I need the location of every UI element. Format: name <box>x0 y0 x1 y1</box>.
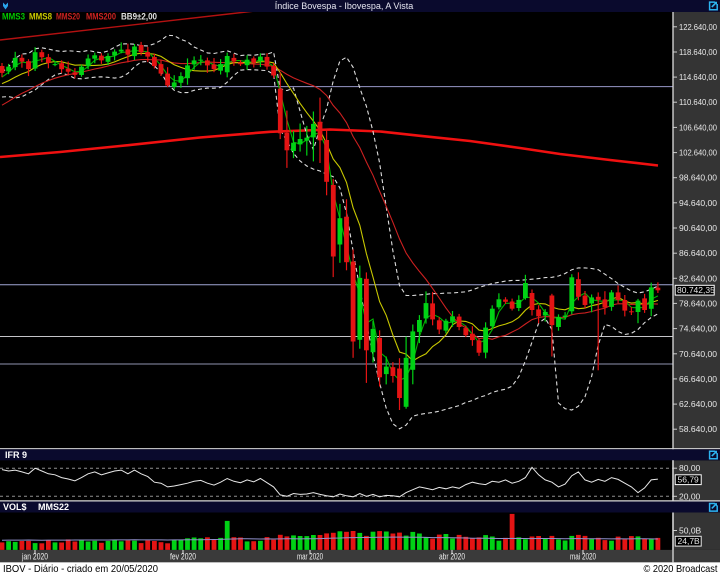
svg-text:VOL$: VOL$ <box>3 502 27 512</box>
svg-text:IBOV - Diário - criado em 20/0: IBOV - Diário - criado em 20/05/2020 <box>3 563 158 575</box>
svg-text:20,00: 20,00 <box>679 491 701 501</box>
svg-text:MMS200: MMS200 <box>86 12 116 23</box>
svg-text:IFR 9: IFR 9 <box>5 450 27 460</box>
svg-text:98.640,00: 98.640,00 <box>679 173 717 183</box>
svg-text:fev 2020: fev 2020 <box>170 552 196 562</box>
svg-text:mai 2020: mai 2020 <box>570 552 596 562</box>
svg-text:MMS20: MMS20 <box>56 12 80 23</box>
svg-text:MMS22: MMS22 <box>38 502 69 512</box>
svg-text:58.640,00: 58.640,00 <box>679 424 717 434</box>
svg-text:jan 2020: jan 2020 <box>21 552 48 562</box>
svg-text:106.640,00: 106.640,00 <box>679 122 717 132</box>
svg-text:66.640,00: 66.640,00 <box>679 374 717 384</box>
svg-text:MMS8: MMS8 <box>29 12 52 23</box>
svg-text:102.640,00: 102.640,00 <box>679 148 717 158</box>
svg-text:74.640,00: 74.640,00 <box>679 324 717 334</box>
svg-text:abr 2020: abr 2020 <box>439 552 465 562</box>
svg-text:90.640,00: 90.640,00 <box>679 223 717 233</box>
svg-text:62.640,00: 62.640,00 <box>679 399 717 409</box>
svg-text:50,0B: 50,0B <box>679 526 702 536</box>
svg-text:114.640,00: 114.640,00 <box>679 72 717 82</box>
svg-text:94.640,00: 94.640,00 <box>679 198 717 208</box>
svg-text:118.640,00: 118.640,00 <box>679 47 717 57</box>
svg-text:© 2020 Broadcast: © 2020 Broadcast <box>644 563 718 575</box>
svg-text:24,7B: 24,7B <box>678 536 701 546</box>
svg-text:82.640,00: 82.640,00 <box>679 273 717 283</box>
svg-text:78.640,00: 78.640,00 <box>679 298 717 308</box>
svg-text:122.640,00: 122.640,00 <box>679 22 717 32</box>
svg-text:70.640,00: 70.640,00 <box>679 349 717 359</box>
svg-text:mar 2020: mar 2020 <box>297 552 323 562</box>
svg-text:MMS3: MMS3 <box>2 12 25 23</box>
svg-text:BB9±2,00: BB9±2,00 <box>121 12 157 23</box>
svg-text:Índice Bovespa - Ibovespa, A V: Índice Bovespa - Ibovespa, A Vista <box>275 1 413 11</box>
svg-text:110.640,00: 110.640,00 <box>679 97 717 107</box>
svg-text:80,00: 80,00 <box>679 463 701 473</box>
svg-text:56,79: 56,79 <box>678 475 700 485</box>
svg-text:86.640,00: 86.640,00 <box>679 248 717 258</box>
svg-text:80.742,35: 80.742,35 <box>677 285 715 295</box>
